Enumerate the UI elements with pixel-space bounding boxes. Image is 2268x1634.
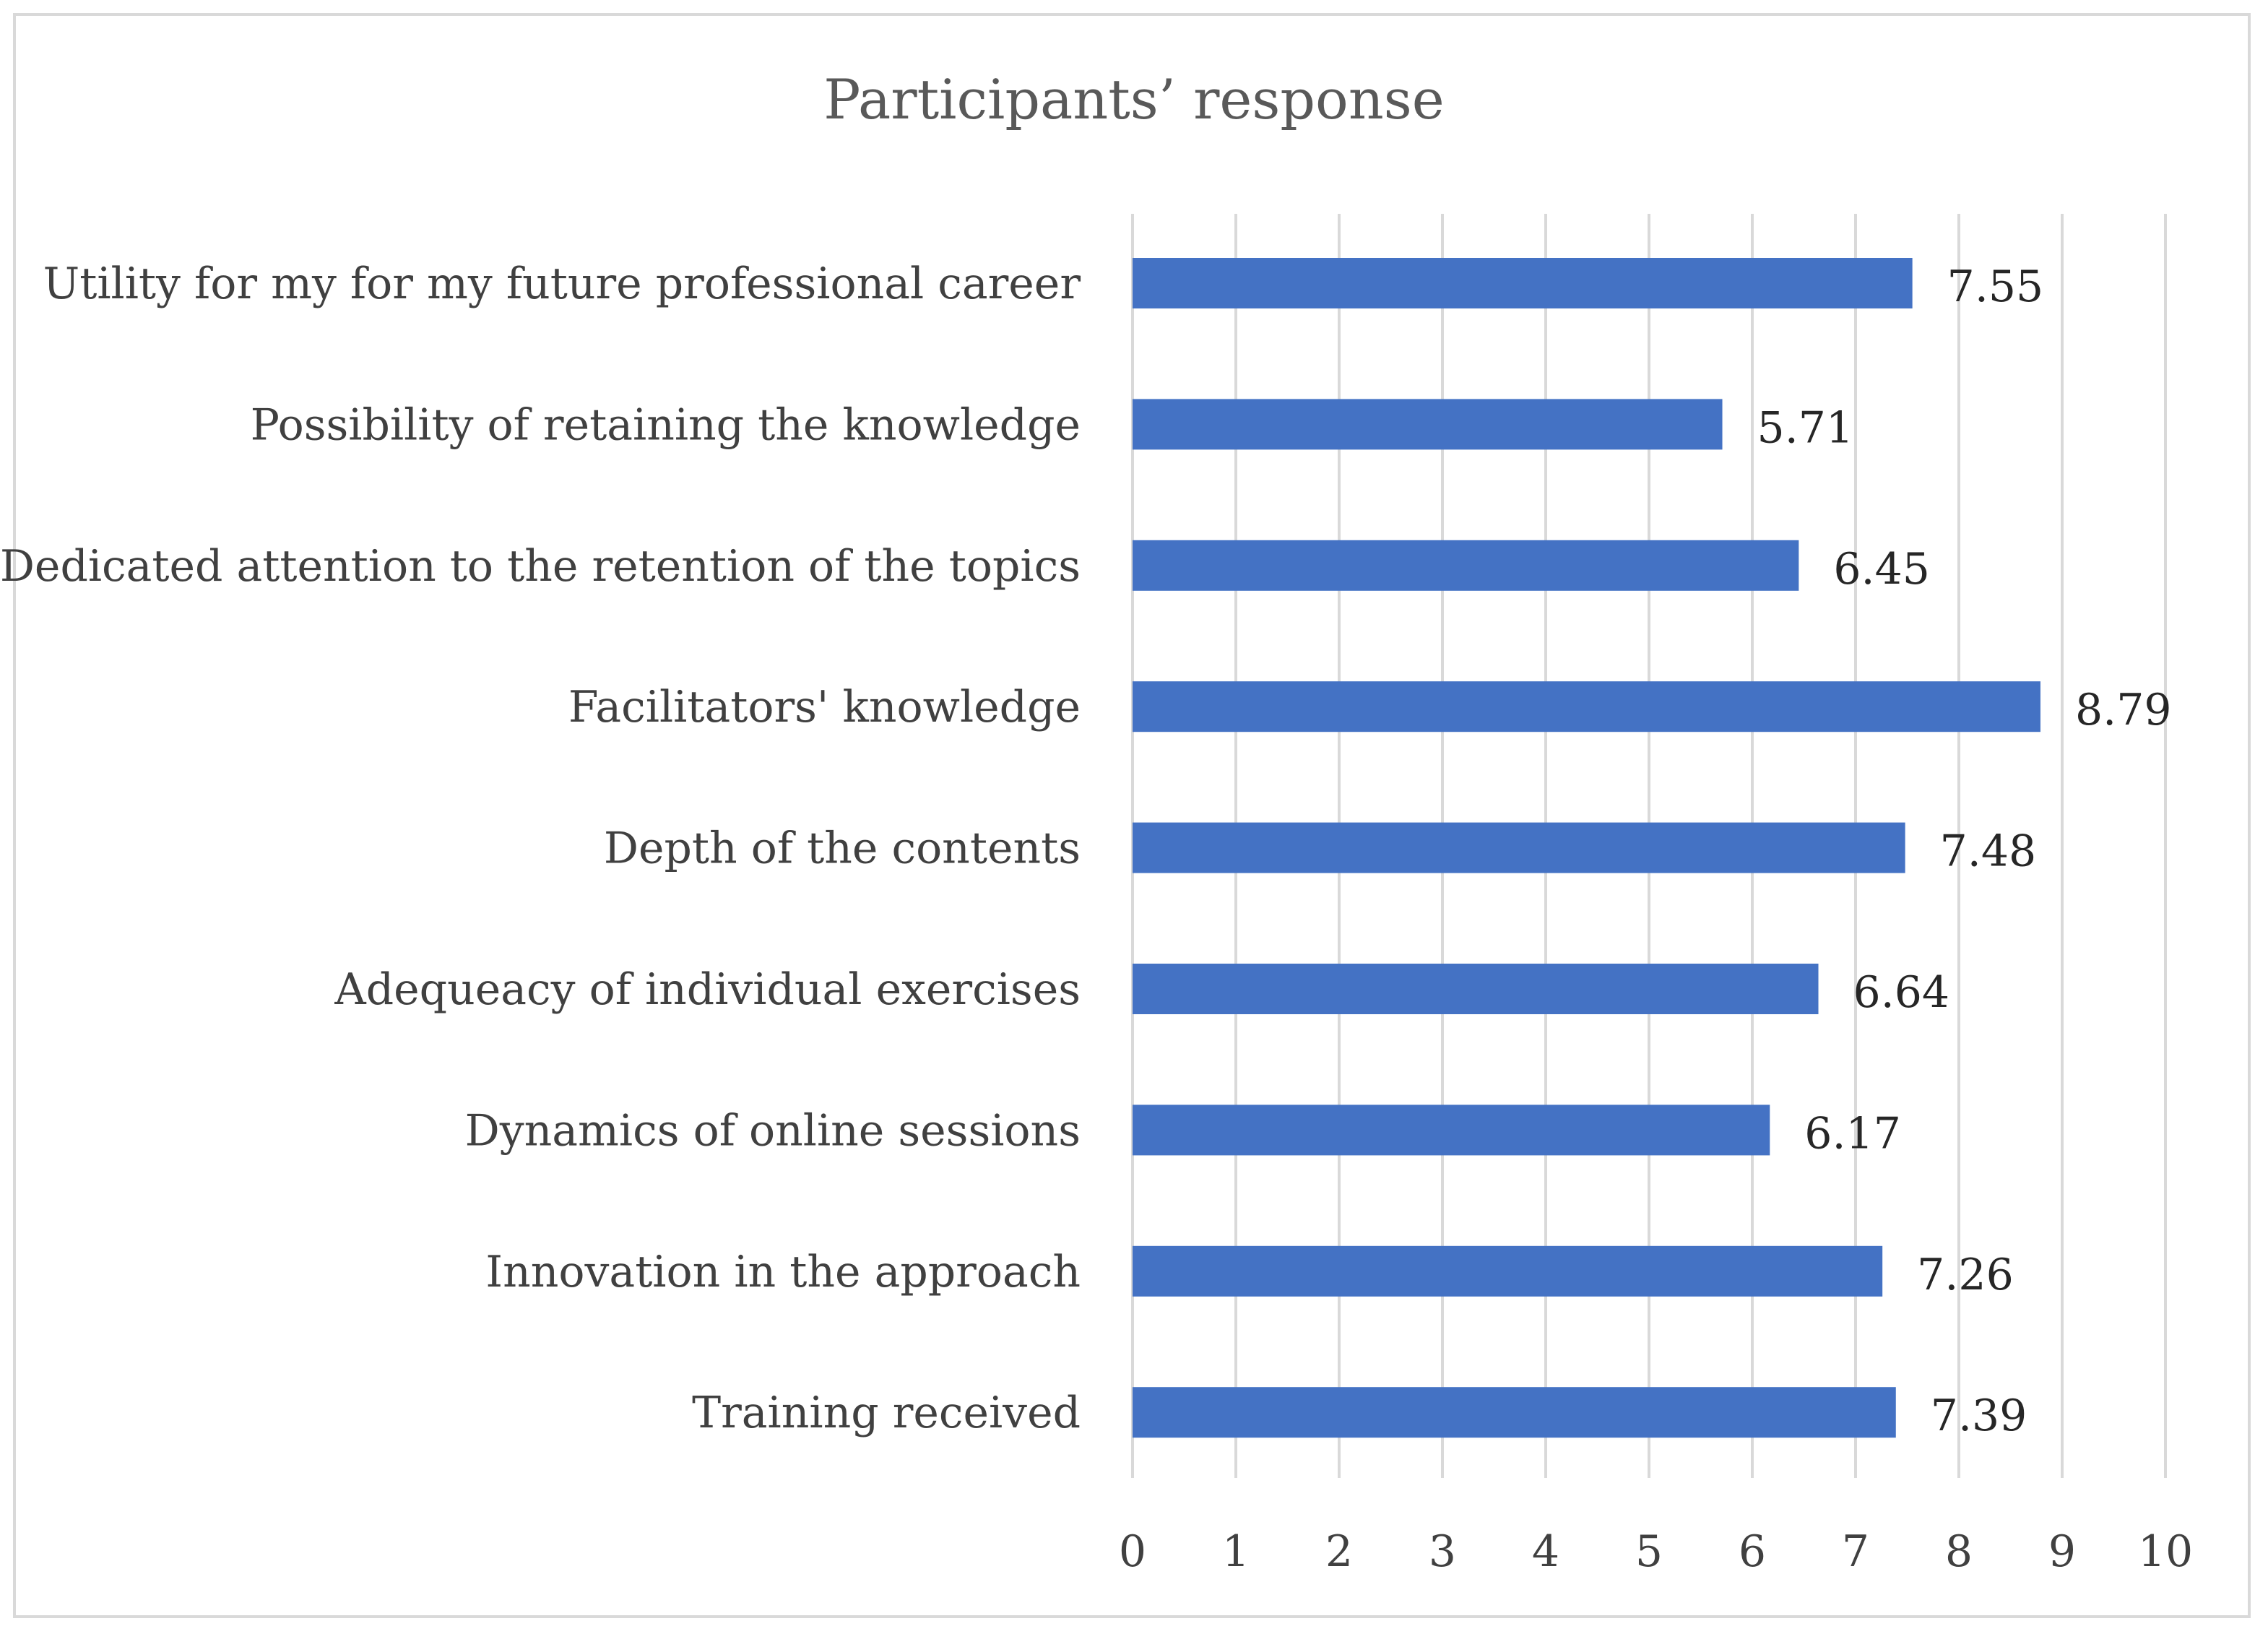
- bar: [1133, 1105, 1770, 1156]
- x-tick-label: 3: [1429, 1526, 1456, 1577]
- data-label: 6.17: [1804, 1108, 1901, 1159]
- category-label: Dedicated attention to the retention of …: [0, 541, 1081, 592]
- bar: [1133, 822, 1905, 873]
- x-tick-label: 4: [1532, 1526, 1559, 1577]
- category-label: Facilitators' knowledge: [568, 682, 1081, 732]
- data-label: 6.64: [1853, 967, 1950, 1018]
- data-label: 7.48: [1940, 826, 2037, 877]
- category-label: Innovation in the approach: [485, 1247, 1081, 1297]
- data-label: 8.79: [2075, 685, 2172, 735]
- category-label: Utility for my for my future professiona…: [43, 259, 1081, 309]
- data-label: 6.45: [1833, 544, 1930, 595]
- bar: [1133, 964, 1819, 1014]
- category-label: Possibility of retaining the knowledge: [251, 399, 1081, 450]
- bar: [1133, 540, 1799, 591]
- label-layer: 0 1 2 3 4 5 6 7 8 9 10 Utility for my for my future…: [0, 259, 2193, 1577]
- x-tick-label: 2: [1325, 1526, 1353, 1577]
- bar: [1133, 681, 2040, 732]
- bar: [1133, 258, 1913, 308]
- bar: [1133, 399, 1723, 450]
- x-tick-label: 9: [2048, 1526, 2076, 1577]
- x-tick-label: 1: [1222, 1526, 1250, 1577]
- data-label: 7.55: [1947, 261, 2044, 312]
- bar: [1133, 1387, 1896, 1438]
- chart-title: Participants’ response: [823, 67, 1445, 131]
- data-label: 7.26: [1917, 1250, 2014, 1300]
- category-label: Depth of the contents: [604, 824, 1081, 874]
- x-tick-label: 5: [1635, 1526, 1663, 1577]
- category-label: Adequeacy of individual exercises: [334, 964, 1081, 1015]
- x-tick-label: 7: [1842, 1526, 1869, 1577]
- x-tick-label: 0: [1119, 1526, 1146, 1577]
- x-tick-label: 6: [1739, 1526, 1766, 1577]
- bar-layer: [1133, 258, 2040, 1438]
- x-tick-label: 10: [2138, 1526, 2193, 1577]
- x-tick-label: 8: [1945, 1526, 1973, 1577]
- category-label: Dynamics of online sessions: [465, 1105, 1081, 1156]
- category-label: Training received: [692, 1388, 1081, 1438]
- bar: [1133, 1245, 1883, 1297]
- data-label: 7.39: [1931, 1391, 2027, 1441]
- data-label: 5.71: [1757, 402, 1854, 453]
